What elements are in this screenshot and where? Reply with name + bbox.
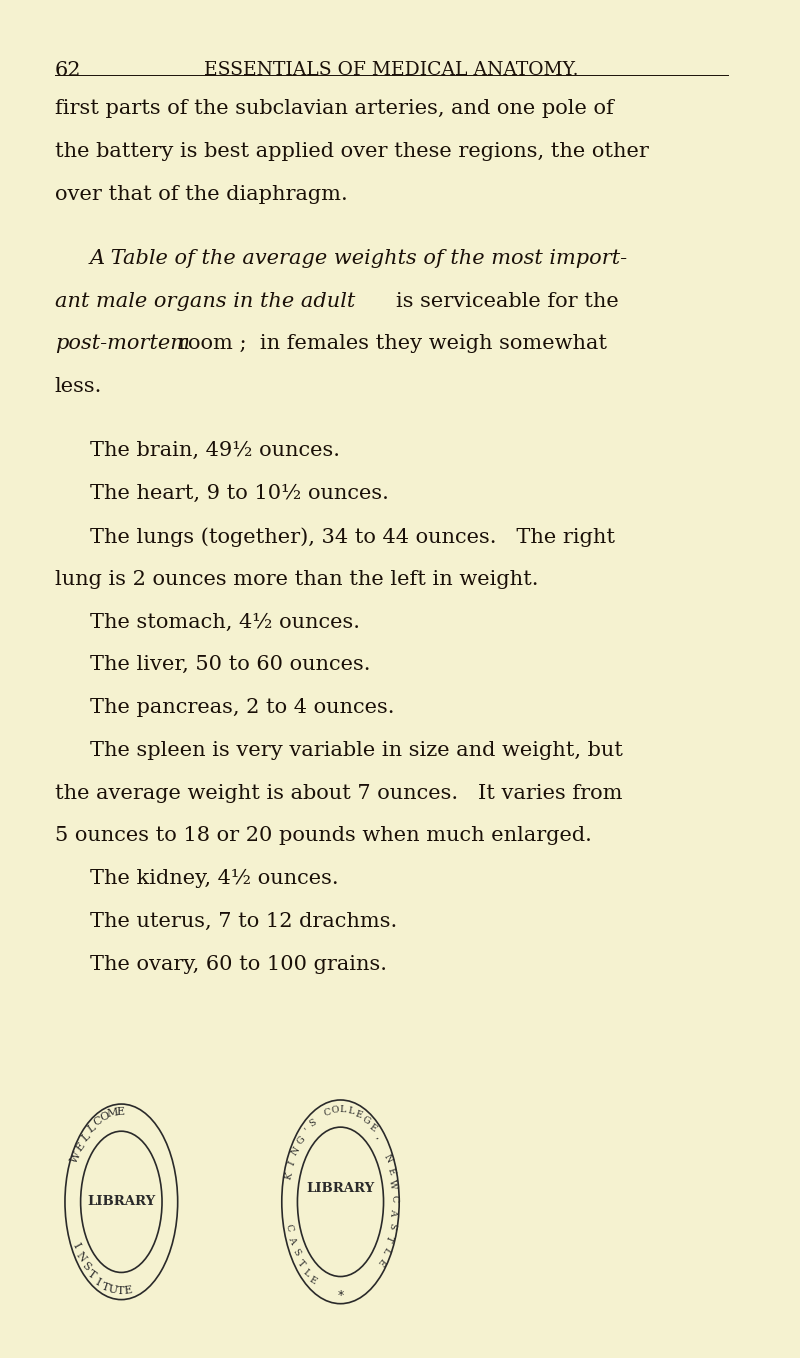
Text: U: U xyxy=(107,1285,118,1296)
Text: The liver, 50 to 60 ounces.: The liver, 50 to 60 ounces. xyxy=(90,655,370,674)
Text: L: L xyxy=(380,1245,391,1256)
Text: M: M xyxy=(106,1108,119,1119)
Text: N: N xyxy=(74,1249,87,1263)
Text: E: E xyxy=(375,1256,386,1267)
Text: L: L xyxy=(340,1105,346,1115)
Text: O: O xyxy=(331,1105,339,1115)
Text: The stomach, 4½ ounces.: The stomach, 4½ ounces. xyxy=(90,612,360,631)
Text: E: E xyxy=(367,1122,378,1134)
Text: L: L xyxy=(79,1131,92,1143)
Text: first parts of the subclavian arteries, and one pole of: first parts of the subclavian arteries, … xyxy=(54,99,614,118)
Text: post-mortem: post-mortem xyxy=(54,334,190,353)
Text: A: A xyxy=(389,1209,398,1215)
Text: W: W xyxy=(69,1150,83,1165)
Text: E: E xyxy=(116,1107,124,1118)
Text: ESSENTIALS OF MEDICAL ANATOMY.: ESSENTIALS OF MEDICAL ANATOMY. xyxy=(204,61,578,79)
Text: G: G xyxy=(360,1115,371,1126)
Text: L: L xyxy=(347,1107,355,1116)
Text: S: S xyxy=(290,1247,302,1258)
Text: 5 ounces to 18 or 20 pounds when much enlarged.: 5 ounces to 18 or 20 pounds when much en… xyxy=(54,826,592,845)
Text: The ovary, 60 to 100 grains.: The ovary, 60 to 100 grains. xyxy=(90,955,387,974)
Text: A: A xyxy=(286,1236,298,1245)
Text: C: C xyxy=(92,1115,104,1128)
Text: The pancreas, 2 to 4 ounces.: The pancreas, 2 to 4 ounces. xyxy=(90,698,394,717)
Text: T: T xyxy=(86,1268,98,1281)
Text: is serviceable for the: is serviceable for the xyxy=(396,292,619,311)
Text: *: * xyxy=(338,1289,344,1302)
Text: E: E xyxy=(74,1141,87,1153)
Text: S: S xyxy=(308,1118,318,1128)
Text: T: T xyxy=(384,1233,394,1243)
Text: over that of the diaphragm.: over that of the diaphragm. xyxy=(54,185,347,204)
Text: E: E xyxy=(354,1109,363,1120)
Text: W: W xyxy=(387,1179,398,1190)
Text: I: I xyxy=(70,1241,82,1249)
Text: The spleen is very variable in size and weight, but: The spleen is very variable in size and … xyxy=(90,740,623,759)
Text: I: I xyxy=(94,1277,102,1287)
Text: C: C xyxy=(322,1107,332,1118)
Text: LIBRARY: LIBRARY xyxy=(87,1195,155,1209)
Text: 62: 62 xyxy=(54,61,82,80)
Text: LIBRARY: LIBRARY xyxy=(306,1181,374,1195)
Text: The kidney, 4½ ounces.: The kidney, 4½ ounces. xyxy=(90,869,338,888)
Text: room ;  in females they weigh somewhat: room ; in females they weigh somewhat xyxy=(178,334,607,353)
Text: S: S xyxy=(386,1221,397,1229)
Text: The brain, 49½ ounces.: The brain, 49½ ounces. xyxy=(90,441,340,460)
Text: The uterus, 7 to 12 drachms.: The uterus, 7 to 12 drachms. xyxy=(90,911,398,930)
Text: The lungs (together), 34 to 44 ounces.   The right: The lungs (together), 34 to 44 ounces. T… xyxy=(90,527,615,546)
Text: N: N xyxy=(382,1153,394,1165)
Text: the battery is best applied over these regions, the other: the battery is best applied over these r… xyxy=(54,141,649,160)
Text: N: N xyxy=(290,1145,302,1157)
Text: C: C xyxy=(389,1195,398,1202)
Text: T: T xyxy=(295,1258,306,1268)
Text: E: E xyxy=(123,1285,133,1297)
Text: T: T xyxy=(116,1286,124,1297)
Text: A Table of the average weights of the most import-: A Table of the average weights of the mo… xyxy=(90,249,628,268)
Text: G: G xyxy=(295,1134,306,1146)
Text: ,: , xyxy=(374,1133,382,1141)
Text: ': ' xyxy=(302,1127,310,1135)
Text: E: E xyxy=(386,1167,396,1176)
Text: less.: less. xyxy=(54,378,102,397)
Text: L: L xyxy=(86,1123,98,1135)
Text: The heart, 9 to 10½ ounces.: The heart, 9 to 10½ ounces. xyxy=(90,483,389,502)
Text: C: C xyxy=(284,1224,294,1233)
Text: K: K xyxy=(284,1172,294,1180)
Text: the average weight is about 7 ounces.   It varies from: the average weight is about 7 ounces. It… xyxy=(54,784,622,803)
Text: O: O xyxy=(99,1111,111,1123)
Text: E: E xyxy=(308,1275,318,1286)
Text: T: T xyxy=(100,1281,110,1293)
Text: lung is 2 ounces more than the left in weight.: lung is 2 ounces more than the left in w… xyxy=(54,569,538,588)
Text: S: S xyxy=(79,1260,92,1272)
Text: I: I xyxy=(287,1160,297,1167)
Text: L: L xyxy=(301,1267,312,1278)
Text: ant male organs in the adult: ant male organs in the adult xyxy=(54,292,355,311)
